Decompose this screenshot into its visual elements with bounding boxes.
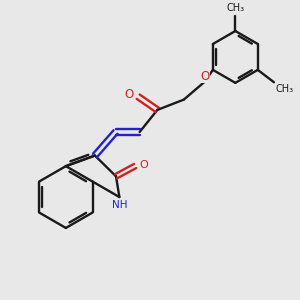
Text: CH₃: CH₃ [275,84,294,94]
Text: O: O [200,70,210,83]
Text: O: O [140,160,148,170]
Text: NH: NH [112,200,127,210]
Text: O: O [124,88,134,101]
Text: CH₃: CH₃ [226,3,244,14]
